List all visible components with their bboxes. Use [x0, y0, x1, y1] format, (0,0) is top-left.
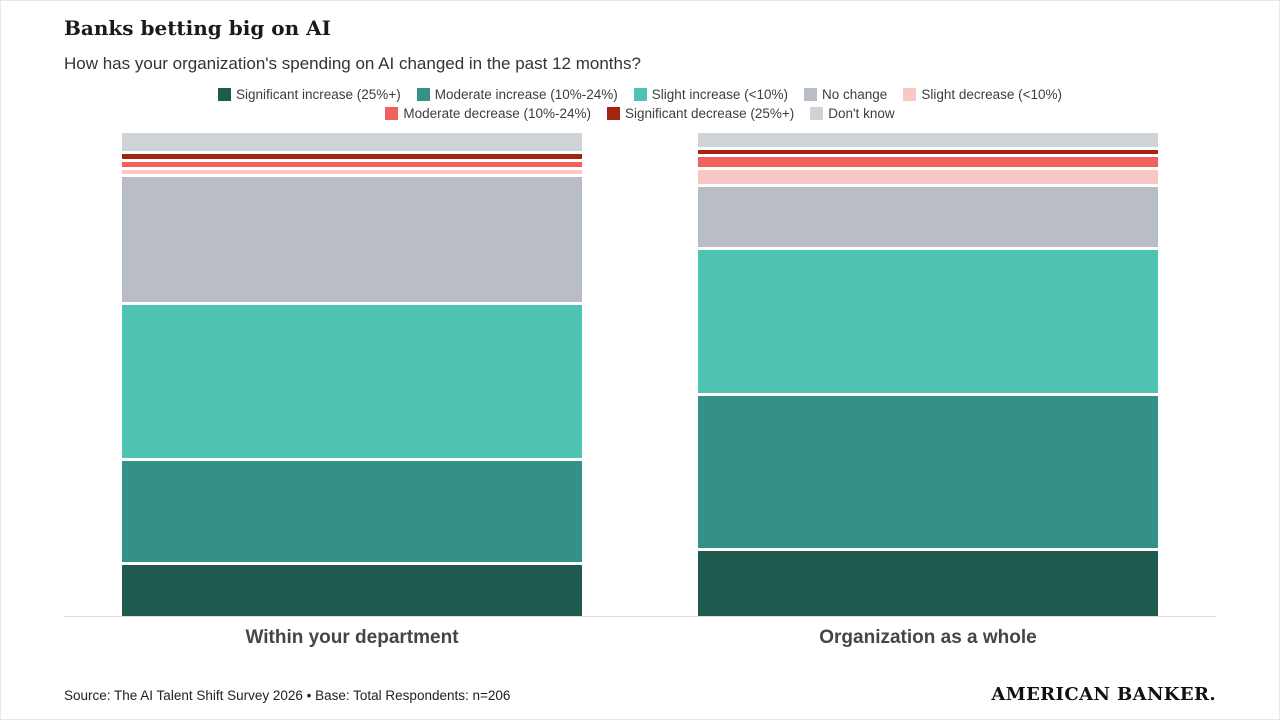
legend-item: No change	[804, 87, 887, 102]
bar-segment	[698, 169, 1158, 184]
legend-swatch	[416, 88, 430, 101]
stacked-bar-chart	[64, 133, 1216, 617]
bar-segment	[698, 249, 1158, 393]
legend-item: Significant decrease (25%+)	[607, 106, 794, 121]
category-axis: Within your department Organization as a…	[64, 617, 1216, 649]
legend-item: Moderate decrease (10%-24%)	[385, 106, 591, 121]
bar-within-your-department	[122, 133, 582, 616]
legend-swatch	[217, 88, 231, 101]
legend-label: Don't know	[828, 106, 895, 121]
bar-segment	[698, 186, 1158, 247]
bar-segment	[698, 157, 1158, 167]
legend-label: Slight decrease (<10%)	[921, 87, 1063, 102]
legend-swatch	[385, 107, 399, 120]
legend-swatch	[903, 88, 917, 101]
legend-label: Significant increase (25%+)	[235, 87, 401, 102]
bar-segment	[698, 149, 1158, 155]
bar-organization-as-a-whole	[698, 133, 1158, 616]
legend-item: Slight decrease (<10%)	[903, 87, 1062, 102]
bar-segment	[122, 154, 582, 160]
legend-swatch	[810, 107, 824, 120]
page-title: Banks betting big on AI	[64, 16, 332, 40]
legend-item: Don't know	[810, 106, 895, 121]
american-banker-logo: AMERICAN BANKER.	[991, 684, 1216, 705]
legend-swatch	[607, 107, 620, 120]
bar-segment	[122, 133, 582, 152]
legend-label: No change	[822, 87, 888, 102]
bar-segment	[698, 551, 1158, 616]
chart-column-department	[64, 133, 640, 616]
legend-row-1: Significant increase (25%+) Moderate incr…	[217, 87, 1062, 102]
source-note: Source: The AI Talent Shift Survey 2026 …	[64, 688, 511, 703]
bar-segment	[698, 395, 1158, 549]
chart-legend: Significant increase (25%+) Moderate incr…	[1, 87, 1279, 121]
legend-swatch	[804, 88, 817, 101]
legend-item: Significant increase (25%+)	[217, 87, 401, 102]
chart-subtitle: How has your organization's spending on …	[64, 54, 641, 73]
legend-swatch	[633, 88, 647, 101]
footer: Source: The AI Talent Shift Survey 2026 …	[64, 684, 1216, 705]
bar-segment	[122, 169, 582, 175]
bar-segment	[122, 565, 582, 616]
legend-label: Significant decrease (25%+)	[625, 106, 795, 121]
legend-label: Slight increase (<10%)	[651, 87, 788, 102]
bar-segment	[122, 177, 582, 303]
legend-item: Moderate increase (10%-24%)	[416, 87, 618, 102]
legend-item: Slight increase (<10%)	[633, 87, 788, 102]
bar-segment	[122, 305, 582, 458]
legend-label: Moderate decrease (10%-24%)	[403, 106, 591, 121]
chart-column-organization	[640, 133, 1216, 616]
legend-label: Moderate increase (10%-24%)	[434, 87, 618, 102]
legend-row-2: Moderate decrease (10%-24%) Significant d…	[385, 106, 895, 121]
bar-segment	[122, 460, 582, 563]
category-label-department: Within your department	[245, 627, 459, 648]
bar-segment	[698, 133, 1158, 147]
bar-segment	[122, 162, 582, 167]
category-label-organization: Organization as a whole	[819, 627, 1037, 648]
